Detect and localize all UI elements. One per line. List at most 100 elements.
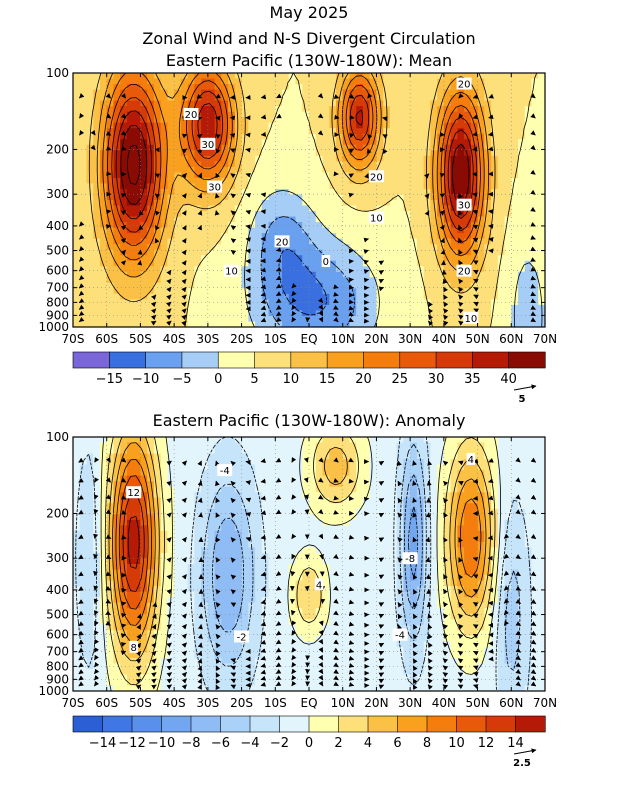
field-cell xyxy=(451,167,458,173)
field-cell xyxy=(107,294,114,300)
field-cell xyxy=(322,448,329,454)
field-cell xyxy=(410,79,417,85)
field-cell xyxy=(397,217,404,223)
field-cell xyxy=(437,233,444,239)
field-cell xyxy=(390,90,397,96)
field-cell xyxy=(255,437,262,443)
field-cell xyxy=(437,250,444,256)
field-cell xyxy=(538,531,545,537)
field-cell xyxy=(356,84,363,90)
field-cell xyxy=(538,217,545,223)
field-cell xyxy=(181,277,188,283)
field-cell xyxy=(242,206,249,212)
field-cell xyxy=(208,123,215,129)
wind-vector xyxy=(79,279,80,280)
field-cell xyxy=(451,172,458,178)
field-cell xyxy=(296,520,303,526)
field-cell xyxy=(363,305,370,311)
field-cell xyxy=(228,233,235,239)
field-cell xyxy=(538,239,545,245)
field-cell xyxy=(161,470,168,476)
field-cell xyxy=(397,503,404,509)
field-cell xyxy=(221,277,228,283)
field-cell xyxy=(215,123,222,129)
field-cell xyxy=(397,244,404,250)
field-cell xyxy=(215,520,222,526)
field-cell xyxy=(376,503,383,509)
field-cell xyxy=(505,128,512,134)
contour-label: 10 xyxy=(370,213,383,224)
field-cell xyxy=(430,134,437,140)
field-cell xyxy=(329,233,336,239)
field-cell xyxy=(161,145,168,151)
field-cell xyxy=(363,316,370,322)
field-cell xyxy=(309,79,316,85)
field-cell xyxy=(309,250,316,256)
field-cell xyxy=(127,525,134,531)
field-cell xyxy=(491,112,498,118)
field-cell xyxy=(376,525,383,531)
field-cell xyxy=(383,277,390,283)
field-cell xyxy=(86,492,93,498)
field-cell xyxy=(525,520,532,526)
field-cell xyxy=(289,106,296,112)
field-cell xyxy=(491,239,498,245)
field-cell xyxy=(511,84,518,90)
field-cell xyxy=(329,492,336,498)
field-cell xyxy=(302,161,309,167)
field-cell xyxy=(228,487,235,493)
field-cell xyxy=(296,487,303,493)
field-cell xyxy=(417,172,424,178)
field-cell xyxy=(491,261,498,267)
field-cell xyxy=(228,277,235,283)
field-cell xyxy=(242,437,249,443)
field-cell xyxy=(296,454,303,460)
field-cell xyxy=(73,112,80,118)
field-cell xyxy=(248,84,255,90)
field-cell xyxy=(343,266,350,272)
field-cell xyxy=(120,305,127,311)
field-cell xyxy=(208,509,215,515)
field-cell xyxy=(498,531,505,537)
field-cell xyxy=(140,228,147,234)
field-cell xyxy=(93,459,100,465)
field-cell xyxy=(269,481,276,487)
field-cell xyxy=(221,206,228,212)
field-cell xyxy=(417,206,424,212)
field-cell xyxy=(201,123,208,129)
field-cell xyxy=(397,222,404,228)
field-cell xyxy=(275,194,282,200)
field-cell xyxy=(194,233,201,239)
field-cell xyxy=(451,498,458,504)
field-cell xyxy=(309,161,316,167)
field-cell xyxy=(316,294,323,300)
field-cell xyxy=(255,239,262,245)
field-cell xyxy=(505,316,512,322)
field-cell xyxy=(370,470,377,476)
field-cell xyxy=(93,437,100,443)
field-cell xyxy=(289,156,296,162)
field-cell xyxy=(349,294,356,300)
field-cell xyxy=(417,194,424,200)
field-cell xyxy=(424,95,431,101)
field-cell xyxy=(154,487,161,493)
field-cell xyxy=(86,481,93,487)
field-cell xyxy=(289,95,296,101)
field-cell xyxy=(296,503,303,509)
field-cell xyxy=(255,520,262,526)
contour-label: 10 xyxy=(464,314,477,325)
field-cell xyxy=(390,79,397,85)
field-cell xyxy=(154,266,161,272)
field-cell xyxy=(329,239,336,245)
field-cell xyxy=(93,189,100,195)
field-cell xyxy=(120,261,127,267)
field-cell xyxy=(275,277,282,283)
field-cell xyxy=(322,211,329,217)
field-cell xyxy=(188,255,195,261)
field-cell xyxy=(505,459,512,465)
wind-vector xyxy=(79,321,80,322)
field-cell xyxy=(356,239,363,245)
field-cell xyxy=(161,272,168,278)
field-cell xyxy=(113,200,120,206)
field-cell xyxy=(73,194,80,200)
